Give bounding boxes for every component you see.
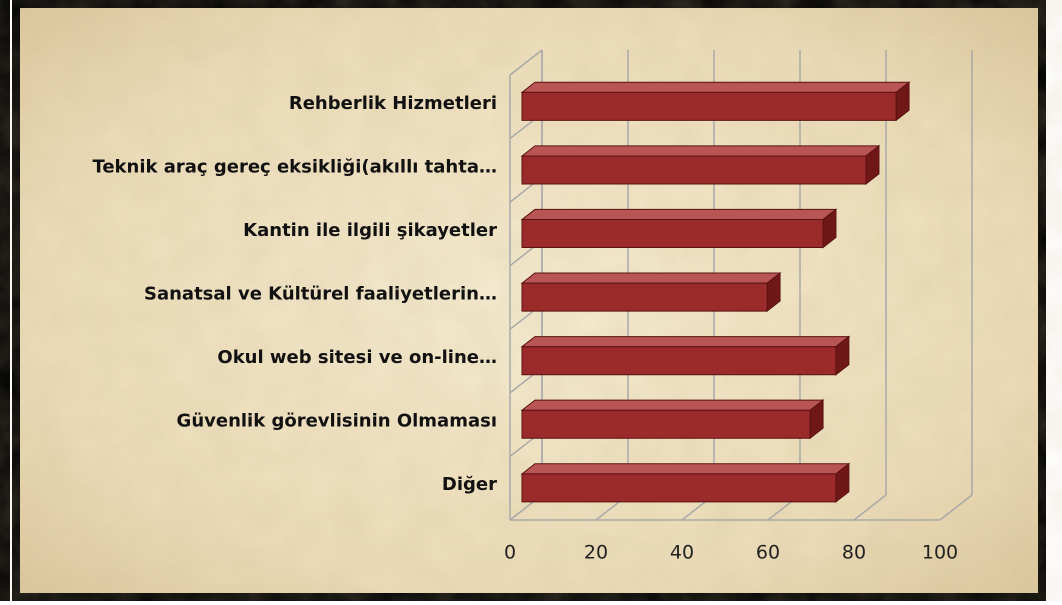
y-tick-label: Okul web sitesi ve on-line…: [217, 347, 497, 368]
bar: [520, 81, 911, 122]
bar-front: [521, 473, 837, 503]
x-tick-label: 100: [922, 542, 958, 564]
bar: [520, 144, 881, 186]
bar-top: [520, 399, 825, 411]
y-tick-label: Rehberlik Hizmetleri: [289, 93, 497, 114]
bar-top: [520, 145, 881, 157]
bar-top: [520, 336, 851, 348]
bar: [520, 399, 825, 440]
y-tick-label: Kantin ile ilgili şikayetler: [243, 220, 497, 241]
bar-top: [520, 81, 911, 93]
y-tick-label: Sanatsal ve Kültürel faaliyetlerin…: [144, 284, 497, 305]
plot-area: 0 20 40 60 80 100 Rehberlik Hizmetleri Teknik a…: [92, 49, 973, 564]
x-tick-label: 80: [842, 542, 866, 564]
y-tick-label: Güvenlik görevlisinin Olmaması: [177, 411, 497, 432]
y-tick-label: Diğer: [442, 474, 497, 495]
bar-front: [521, 409, 811, 439]
axis-line: [509, 49, 543, 76]
bar-front: [521, 219, 824, 249]
grid-line: [853, 494, 887, 521]
y-tick-label: Teknik araç gereç eksikliği(akıllı tahta…: [92, 156, 497, 177]
bar-top: [520, 208, 838, 221]
bar-front: [521, 282, 768, 312]
bar-front: [521, 346, 837, 376]
bar: [520, 208, 838, 249]
bar: [520, 335, 851, 376]
bar-top: [520, 463, 851, 475]
left-edge: [0, 0, 10, 601]
bar: [520, 462, 851, 503]
bar-front: [521, 91, 897, 121]
grid-line: [939, 494, 973, 521]
x-tick-label: 40: [670, 542, 694, 564]
bar-front: [521, 155, 867, 185]
x-tick-label: 60: [756, 542, 780, 564]
bar-top: [520, 272, 782, 284]
bar: [520, 271, 782, 313]
x-tick-label: 0: [504, 542, 516, 564]
x-tick-label: 20: [584, 542, 608, 564]
